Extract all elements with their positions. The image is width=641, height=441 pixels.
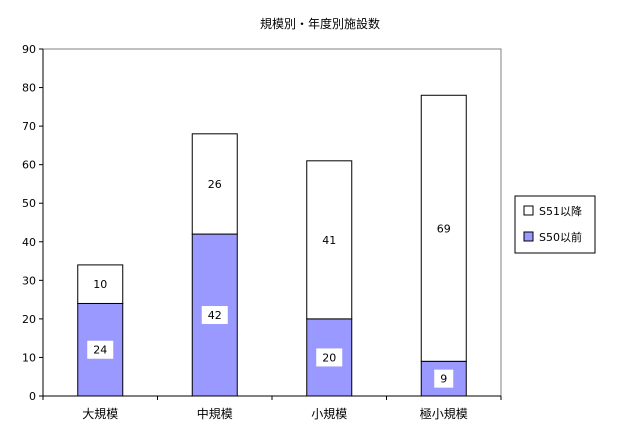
data-label: 42 <box>208 309 222 322</box>
x-tick-label: 小規模 <box>311 406 347 421</box>
data-label-box <box>87 340 114 359</box>
legend: S51以降 S50以前 <box>514 195 596 254</box>
legend-swatch <box>523 205 534 216</box>
data-label: 41 <box>322 234 336 247</box>
data-label: 9 <box>440 373 447 386</box>
y-tick-label: 40 <box>22 236 36 249</box>
data-label-box <box>87 275 114 294</box>
y-tick-label: 0 <box>29 390 36 403</box>
x-tick-label: 大規模 <box>82 406 118 421</box>
x-axis-labels: 大規模 中規模 小規模 極小規模 <box>42 396 502 421</box>
y-tick-label: 30 <box>22 274 36 287</box>
data-label-box <box>316 348 343 367</box>
y-tick-label: 70 <box>22 120 36 133</box>
y-axis-ticks: 0 10 20 30 40 50 60 70 80 90 <box>22 43 43 403</box>
y-tick-label: 90 <box>22 43 36 56</box>
y-tick-label: 80 <box>22 82 36 95</box>
data-label: 24 <box>93 344 107 357</box>
y-tick-label: 10 <box>22 351 36 364</box>
data-label-box <box>316 230 343 249</box>
data-label-box <box>201 174 228 193</box>
legend-label: S51以降 <box>539 204 582 218</box>
x-tick-label: 中規模 <box>197 406 233 421</box>
data-label-box <box>430 219 457 238</box>
data-label: 10 <box>93 278 107 291</box>
data-label: 26 <box>208 178 222 191</box>
legend-label: S50以前 <box>539 230 582 244</box>
y-tick-label: 50 <box>22 197 36 210</box>
data-label-box <box>434 369 454 388</box>
y-tick-label: 60 <box>22 159 36 172</box>
data-label: 20 <box>322 351 336 364</box>
bars: 24 10 42 26 20 41 9 69 <box>77 94 467 397</box>
x-tick-label: 極小規模 <box>420 406 468 421</box>
y-tick-label: 20 <box>22 313 36 326</box>
legend-swatch <box>523 231 534 242</box>
chart-title: 規模別・年度別施設数 <box>260 16 380 31</box>
data-label: 69 <box>437 222 451 235</box>
data-label-box <box>201 306 228 325</box>
